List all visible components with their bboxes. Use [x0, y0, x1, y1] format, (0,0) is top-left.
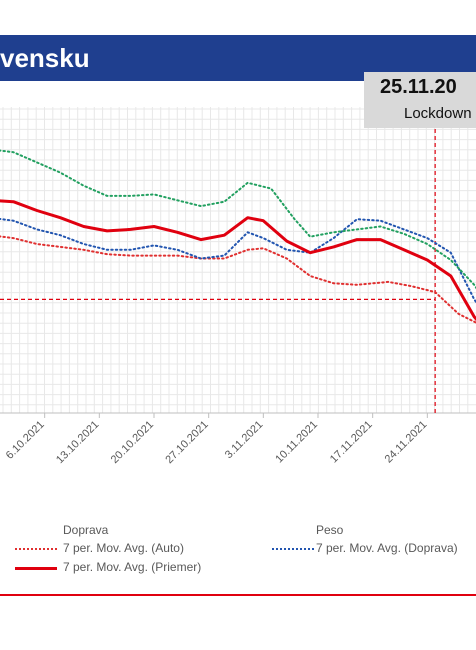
x-tick-label: 10.11.2021: [273, 419, 320, 466]
series-green-line: [0, 149, 476, 290]
series-priemer-line: [0, 199, 476, 322]
x-tick-label: 3.11.2021: [223, 419, 266, 462]
x-tick-label: 24.11.2021: [383, 419, 430, 466]
legend-group-peso: Peso: [316, 523, 344, 537]
series-doprava-line: [0, 217, 476, 304]
lockdown-date: 25.11.20: [380, 76, 457, 98]
series-auto-line: [0, 235, 476, 324]
legend-swatch-doprava: [272, 548, 314, 550]
legend-label-doprava: 7 per. Mov. Avg. (Doprava): [316, 541, 458, 555]
legend-label-auto: 7 per. Mov. Avg. (Auto): [63, 541, 184, 555]
page-title: vensku: [0, 43, 90, 73]
lockdown-label: Lockdown: [404, 105, 472, 122]
x-tick-label: 17.11.2021: [328, 419, 375, 466]
legend-group-doprava: Doprava: [63, 523, 109, 537]
x-tick-label: 20.10.2021: [109, 419, 156, 466]
x-tick-label: 6.10.2021: [4, 419, 47, 462]
x-tick-label: 27.10.2021: [163, 419, 210, 466]
lockdown-callout: 25.11.20 Lockdown: [364, 72, 476, 128]
x-tick-label: 13.10.2021: [54, 419, 101, 466]
legend-swatch-priemer: [15, 567, 57, 570]
legend-label-priemer: 7 per. Mov. Avg. (Priemer): [63, 560, 202, 574]
title-bar: vensku: [0, 35, 476, 81]
legend-swatch-auto: [15, 548, 57, 550]
bottom-divider: [0, 594, 476, 596]
